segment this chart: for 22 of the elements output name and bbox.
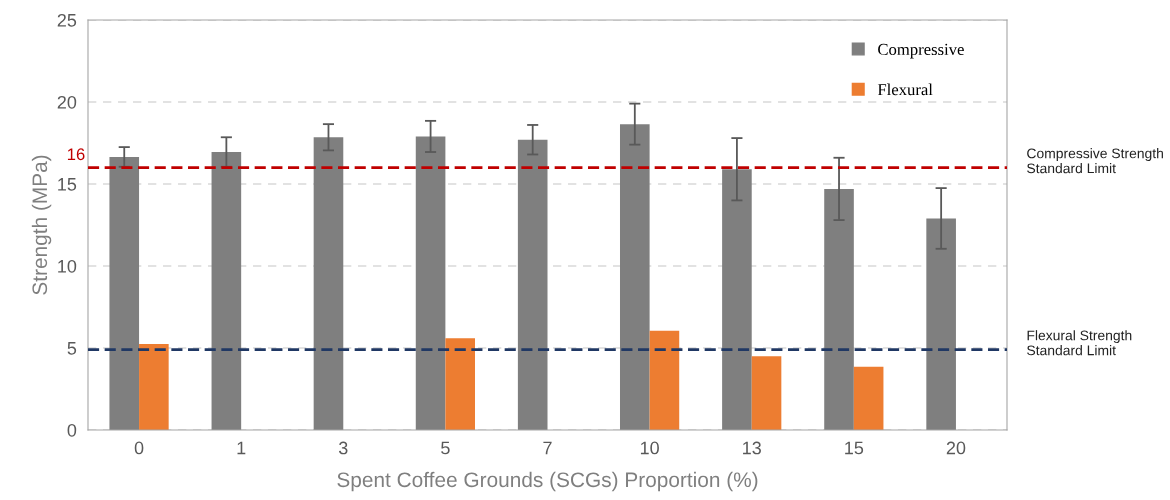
y-tick-label: 25 [57, 13, 77, 27]
x-tick-label: 7 [543, 441, 552, 455]
y-tick-label: 20 [57, 95, 77, 109]
x-tick-label: 5 [441, 441, 450, 455]
ref-line-label: Compressive Strength Standard Limit [1027, 148, 1163, 174]
y-tick-label: 15 [58, 178, 77, 191]
x-tick-label: 10 [640, 441, 659, 455]
x-tick-label: 1 [237, 441, 246, 455]
ref-line-label: Flexural Strength Standard Limit [1027, 330, 1132, 356]
y-tick-label: 0 [67, 423, 77, 437]
x-tick-label: 15 [845, 441, 864, 455]
x-tick-label: 0 [134, 441, 144, 455]
y-tick-label: 5 [67, 342, 77, 355]
legend-label: Flexural [877, 83, 933, 96]
x-tick-label: 3 [338, 441, 348, 455]
x-tick-label: 20 [946, 441, 966, 455]
y-axis-title: Strength (MPa) [31, 155, 52, 295]
x-tick-label: 13 [743, 441, 761, 455]
y-tick-label: 10 [58, 259, 77, 273]
x-axis-title: Spent Coffee Grounds (SCGs) Proportion (%) [337, 471, 758, 492]
text: 16 [67, 148, 85, 161]
legend-label: Compressive [878, 43, 964, 59]
